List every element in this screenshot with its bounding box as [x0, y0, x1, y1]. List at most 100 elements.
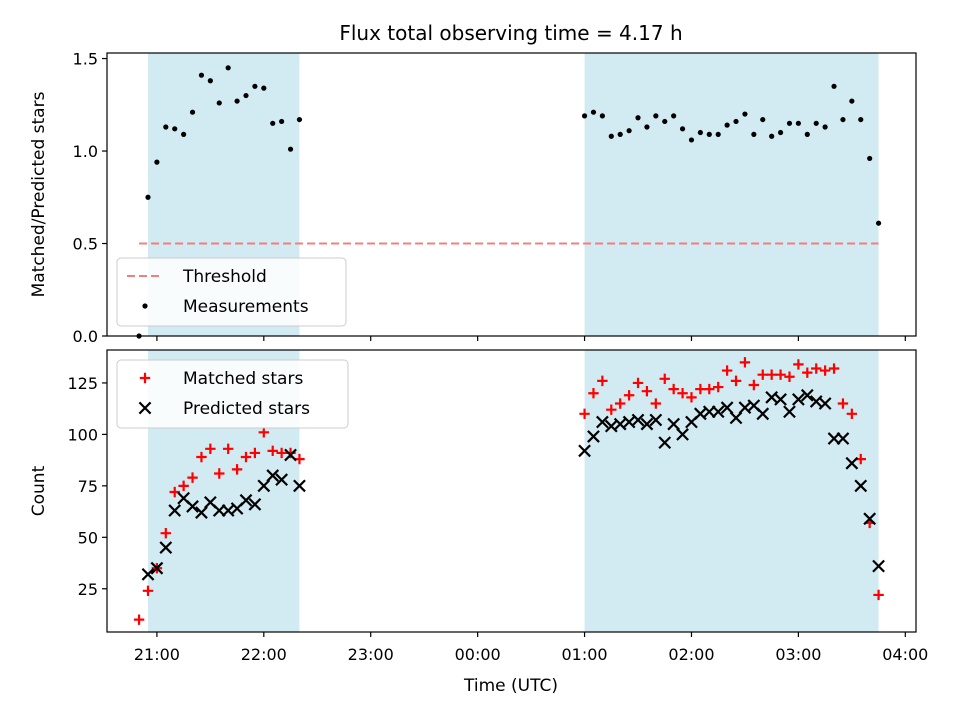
data-point — [169, 486, 180, 498]
data-point — [234, 98, 240, 104]
data-point — [154, 159, 160, 165]
x-tick-label: 00:00 — [455, 645, 501, 664]
data-point — [769, 133, 775, 139]
data-point — [160, 527, 172, 539]
data-point — [261, 85, 267, 91]
data-point — [867, 155, 873, 162]
data-point — [748, 379, 760, 391]
data-point — [668, 383, 679, 395]
data-point — [819, 365, 831, 376]
data-point — [249, 447, 261, 459]
x-tick-label: 22:00 — [241, 645, 287, 664]
data-point — [813, 120, 819, 126]
data-point — [837, 398, 849, 409]
data-point — [231, 464, 243, 475]
data-point — [715, 131, 721, 137]
data-point — [845, 456, 859, 470]
data-point — [757, 369, 768, 380]
data-point — [872, 559, 885, 573]
data-point — [141, 567, 155, 581]
y-tick-label: 50 — [78, 528, 98, 547]
data-point — [706, 131, 712, 137]
data-point — [195, 506, 208, 519]
data-point — [739, 357, 751, 368]
data-point — [266, 469, 280, 482]
data-point — [836, 432, 850, 445]
data-point — [189, 109, 196, 115]
data-point — [617, 131, 623, 137]
data-point — [279, 118, 285, 125]
data-point — [854, 479, 868, 493]
data-point — [774, 393, 787, 406]
x-tick-label: 03:00 — [775, 645, 821, 664]
y-axis-label: Matched/Predicted stars — [29, 91, 49, 297]
y-axis-label: Count — [29, 465, 49, 516]
data-point — [658, 436, 672, 450]
data-point — [840, 116, 846, 123]
data-point — [150, 561, 164, 575]
data-point — [579, 408, 590, 420]
data-point — [721, 365, 733, 376]
y-tick-label: 1.0 — [73, 142, 98, 161]
data-point — [243, 92, 249, 99]
legend-label: Threshold — [182, 267, 267, 287]
data-point — [270, 120, 276, 126]
series-predicted-stars — [141, 388, 885, 581]
data-point — [688, 137, 695, 143]
x-axis-label: Time (UTC) — [463, 676, 558, 696]
data-point — [159, 541, 173, 554]
data-point — [863, 512, 877, 526]
y-tick-label: 100 — [67, 425, 98, 444]
data-point — [588, 388, 599, 399]
data-point — [606, 404, 617, 415]
legend-box — [116, 257, 347, 327]
data-point — [597, 375, 608, 387]
data-point — [207, 78, 213, 84]
legend: Matched stars Predicted stars — [116, 359, 349, 429]
y-tick-label: 125 — [67, 374, 98, 393]
series-measurements — [136, 65, 882, 339]
data-point — [831, 83, 837, 89]
data-point — [240, 451, 252, 463]
data-point — [172, 126, 178, 132]
x-tick-label: 23:00 — [348, 645, 394, 664]
observing-window-shade — [584, 350, 879, 632]
data-point — [248, 498, 262, 511]
data-point — [596, 415, 609, 429]
data-point — [163, 124, 169, 130]
data-point — [590, 109, 597, 115]
data-point — [623, 390, 635, 401]
data-point — [142, 585, 154, 597]
data-point — [662, 118, 668, 125]
data-point — [198, 72, 205, 78]
legend-label: Matched stars — [183, 369, 303, 389]
data-point — [599, 113, 605, 119]
data-point — [196, 451, 207, 463]
data-point — [760, 116, 766, 123]
y-tick-label: 0.0 — [73, 327, 98, 346]
data-point — [641, 385, 653, 397]
data-point — [822, 124, 828, 130]
data-point — [695, 383, 706, 395]
data-point — [849, 98, 855, 104]
data-point — [875, 220, 882, 226]
y-tick-label: 25 — [78, 580, 98, 599]
legend: Threshold Measurements — [116, 257, 347, 327]
data-point — [626, 128, 632, 134]
y-tick-label: 1.5 — [73, 50, 98, 69]
data-point — [800, 388, 814, 402]
data-point — [644, 124, 650, 130]
data-point — [858, 116, 864, 123]
counts-panel: 25 50 75 100 125 21:00 22:00 23:00 00:00 01:00 02:… — [29, 349, 928, 664]
data-point — [258, 427, 270, 438]
x-tick-label: 04:00 — [882, 645, 928, 664]
data-point — [275, 473, 289, 487]
data-point — [679, 126, 686, 132]
data-point — [653, 113, 659, 119]
legend-label: Predicted stars — [183, 399, 310, 419]
data-point — [205, 443, 216, 455]
data-point — [730, 375, 742, 387]
data-point — [766, 369, 777, 380]
data-point — [635, 115, 641, 121]
data-point — [284, 448, 297, 462]
